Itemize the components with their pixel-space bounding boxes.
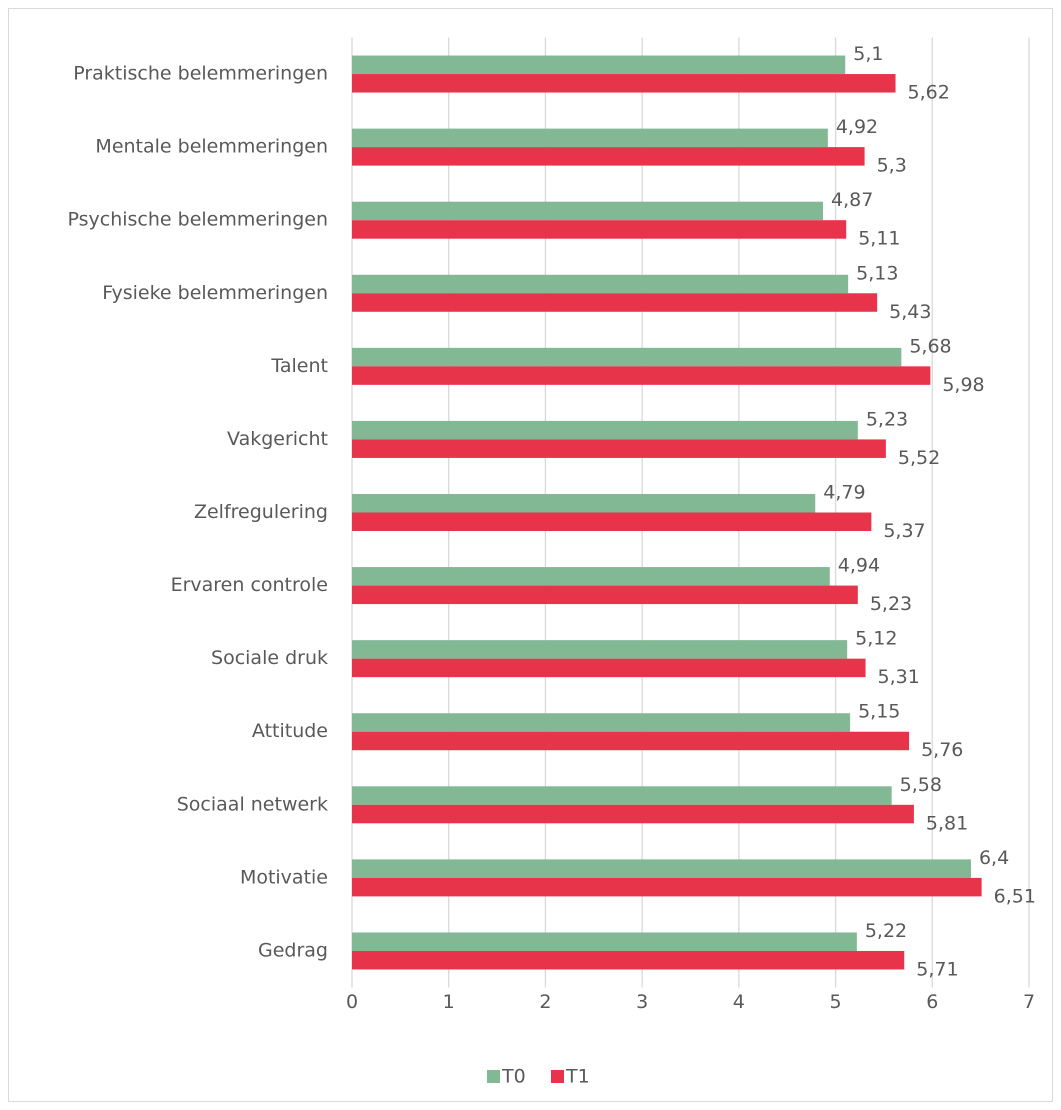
y-tick-label: Motivatie — [240, 866, 328, 888]
data-label: 5,76 — [921, 739, 963, 761]
bar — [352, 786, 892, 805]
bar — [352, 293, 878, 312]
data-label: 5,11 — [858, 228, 900, 250]
data-label: 5,52 — [898, 447, 940, 469]
x-tick-label: 4 — [733, 991, 745, 1013]
bar — [352, 658, 866, 678]
x-tick-label: 6 — [926, 991, 938, 1013]
bar — [352, 932, 857, 951]
bar — [352, 512, 872, 531]
data-label: 4,79 — [823, 482, 865, 504]
data-label: 5,23 — [870, 593, 912, 615]
y-tick-label: Mentale belemmeringen — [95, 136, 328, 158]
y-tick-label: Sociale druk — [211, 647, 328, 669]
bar — [352, 347, 902, 367]
y-tick-label: Vakgericht — [227, 428, 328, 450]
y-tick-label: Psychische belemmeringen — [68, 209, 329, 231]
bar — [352, 877, 982, 897]
chart-frame — [8, 8, 1053, 1102]
x-tick-label: 0 — [346, 991, 358, 1013]
data-label: 5,37 — [883, 520, 925, 542]
y-tick-label: Attitude — [252, 720, 328, 742]
data-label: 4,94 — [838, 555, 880, 577]
bar — [352, 713, 851, 732]
y-tick-label: Sociaal netwerk — [177, 793, 328, 815]
data-label: 4,87 — [831, 189, 873, 211]
y-tick-label: Zelfregulering — [194, 501, 328, 523]
data-label: 5,68 — [909, 335, 951, 357]
data-label: 6,51 — [994, 885, 1036, 907]
bar — [352, 585, 858, 605]
bar — [352, 220, 847, 239]
bar — [352, 55, 846, 75]
data-label: 5,15 — [858, 701, 900, 723]
y-tick-label: Gedrag — [258, 939, 328, 961]
data-label: 5,12 — [855, 628, 897, 650]
data-label: 5,31 — [878, 666, 920, 688]
data-label: 5,13 — [856, 262, 898, 284]
legend-swatch — [487, 1070, 500, 1083]
y-tick-label: Ervaren controle — [171, 574, 328, 596]
data-label: 5,62 — [908, 82, 950, 104]
bar — [352, 567, 830, 586]
data-label: 5,98 — [942, 374, 984, 396]
bar — [352, 859, 971, 878]
bar — [352, 147, 865, 166]
data-label: 4,92 — [836, 116, 878, 138]
data-label: 5,1 — [853, 43, 883, 65]
bar — [352, 494, 816, 513]
bar — [352, 731, 910, 751]
x-tick-label: 5 — [830, 991, 842, 1013]
bar — [352, 804, 914, 824]
legend-swatch — [551, 1070, 564, 1083]
data-label: 5,43 — [889, 301, 931, 323]
x-tick-label: 3 — [636, 991, 648, 1013]
y-tick-label: Praktische belemmeringen — [73, 63, 328, 85]
bar — [352, 950, 905, 970]
bar — [352, 420, 858, 440]
bar — [352, 74, 896, 93]
legend-label: T1 — [565, 1066, 590, 1088]
bar — [352, 366, 931, 385]
data-label: 5,58 — [900, 774, 942, 796]
bar — [352, 640, 848, 659]
y-tick-label: Fysieke belemmeringen — [102, 282, 328, 304]
bar — [352, 128, 828, 148]
x-tick-label: 1 — [443, 991, 455, 1013]
data-label: 5,22 — [865, 920, 907, 942]
data-label: 5,81 — [926, 812, 968, 834]
x-tick-label: 7 — [1023, 991, 1035, 1013]
bar — [352, 439, 886, 458]
y-tick-label: Talent — [270, 355, 328, 377]
legend-label: T0 — [501, 1066, 526, 1088]
x-tick-label: 2 — [539, 991, 551, 1013]
data-label: 5,3 — [877, 155, 907, 177]
data-label: 6,4 — [979, 847, 1009, 869]
data-label: 5,23 — [866, 408, 908, 430]
data-label: 5,71 — [916, 958, 958, 980]
bar — [352, 201, 823, 221]
bar — [352, 274, 849, 294]
